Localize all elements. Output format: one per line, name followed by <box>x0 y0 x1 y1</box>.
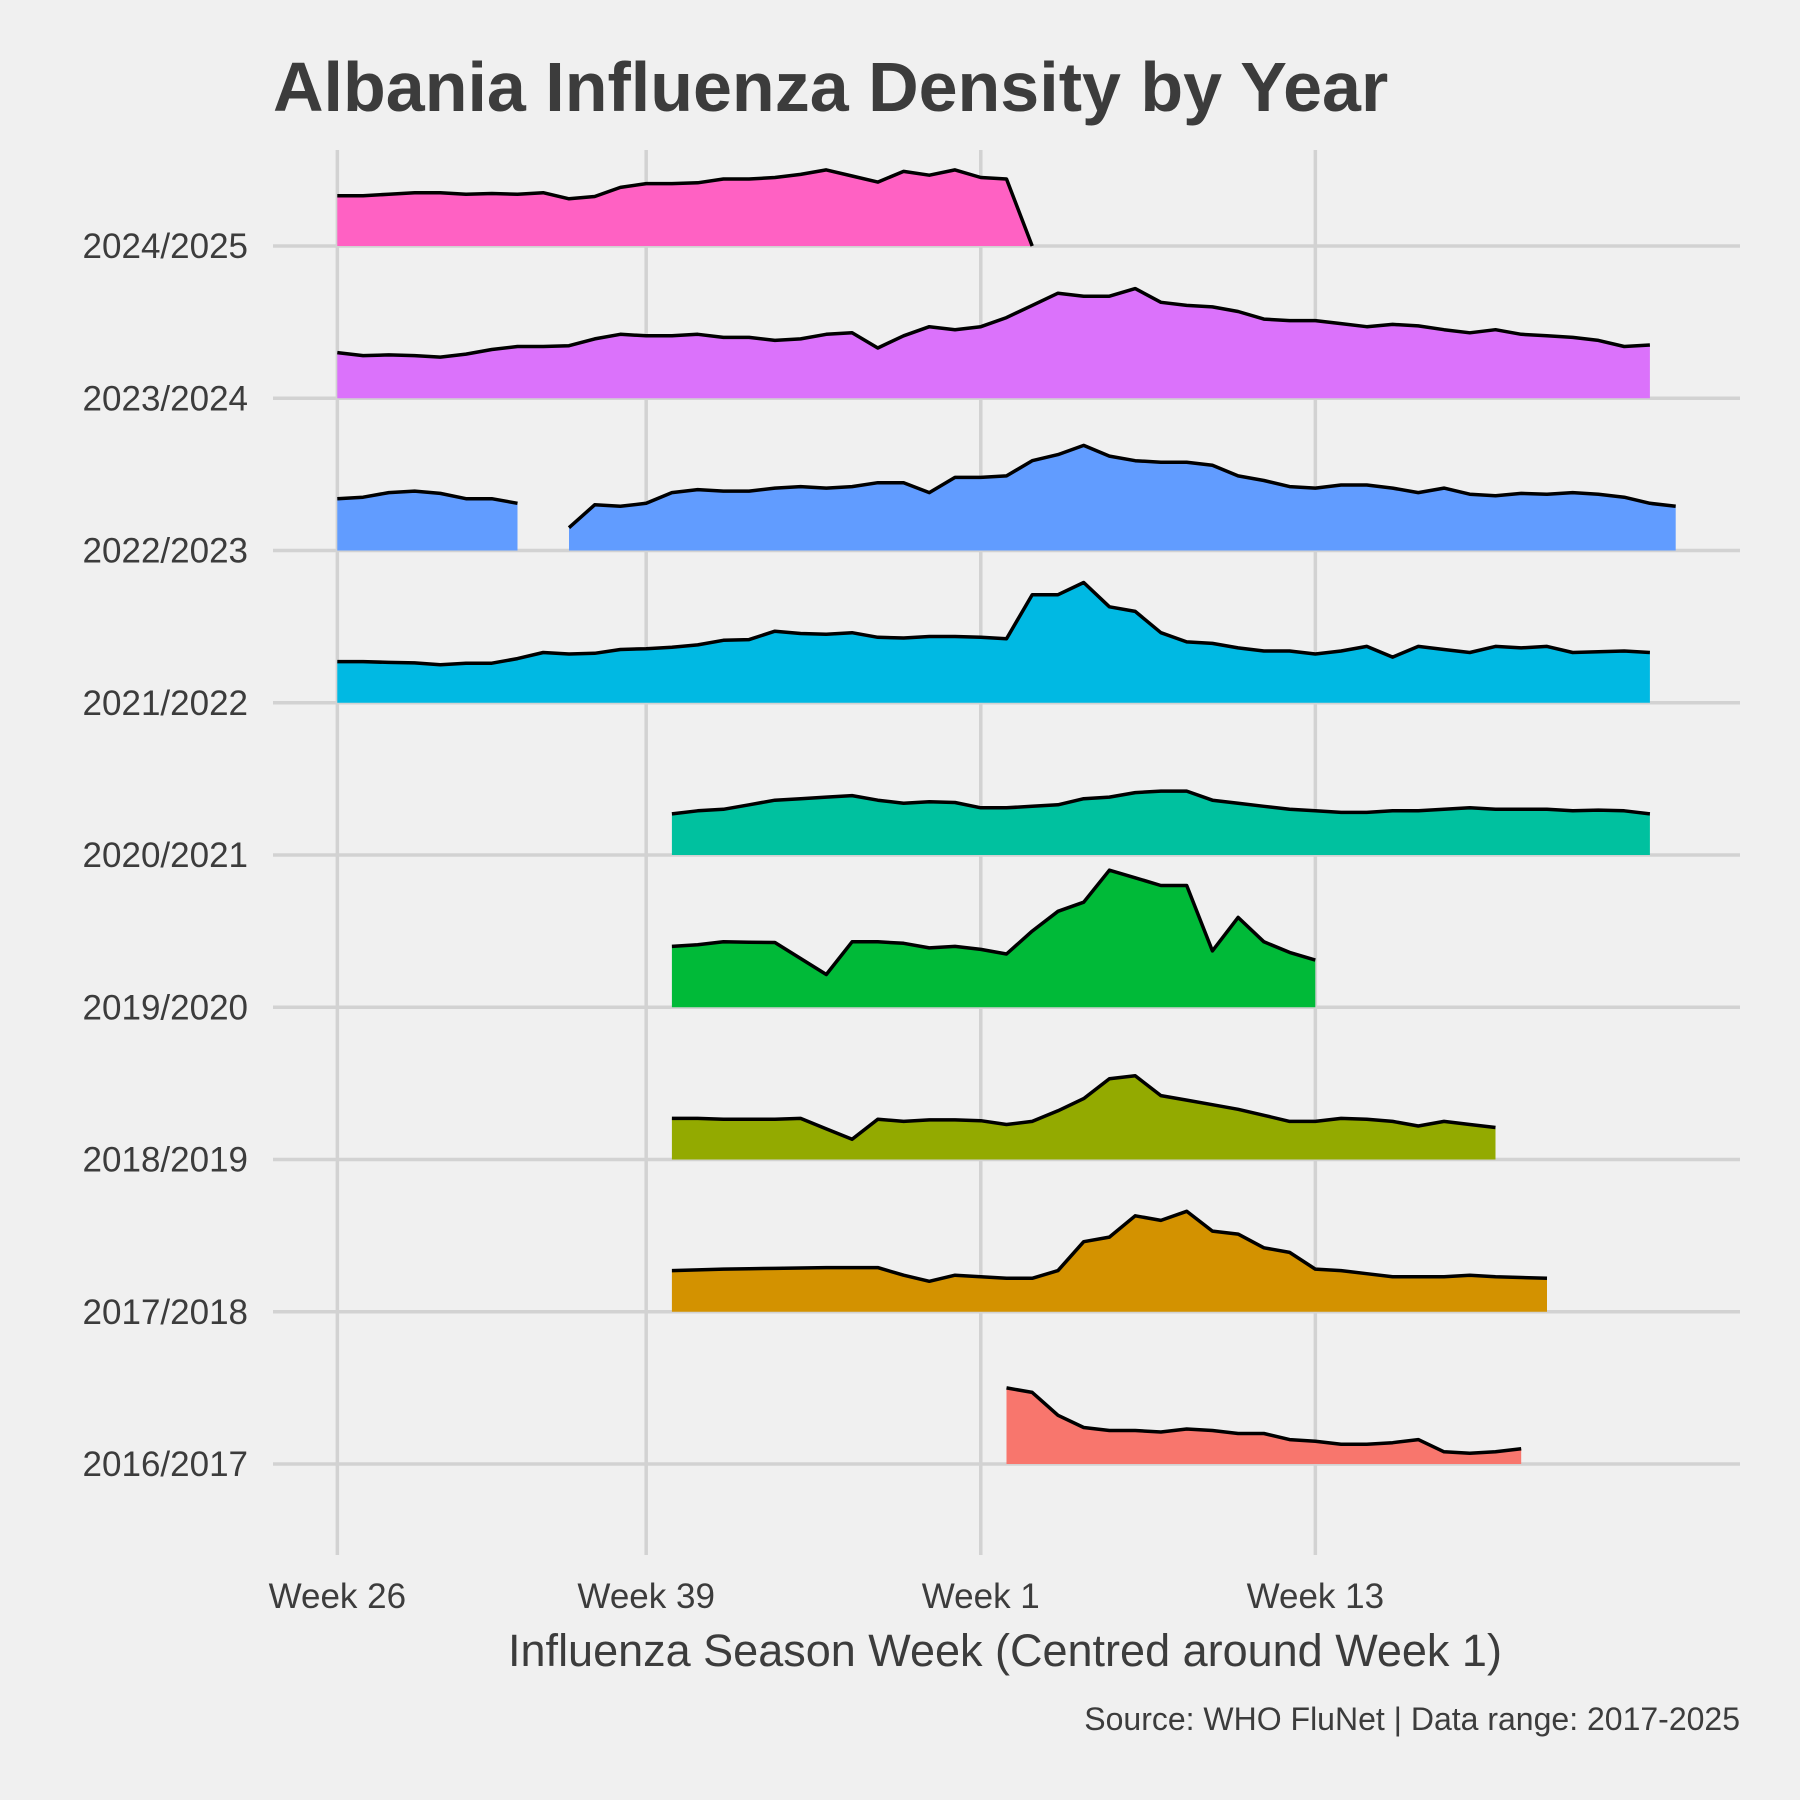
ridge-2024-2025 <box>337 168 1034 247</box>
ridge-area <box>671 791 1650 855</box>
y-tick-label: 2016/2017 <box>83 1445 248 1484</box>
y-tick-label: 2020/2021 <box>83 836 248 875</box>
ridge-area <box>1006 1387 1522 1464</box>
ridge-area <box>671 1211 1547 1312</box>
x-axis-label: Influenza Season Week (Centred around We… <box>508 1625 1502 1676</box>
source-caption: Source: WHO FluNet | Data range: 2017-20… <box>1084 1701 1740 1737</box>
ridge-outline <box>337 580 1651 667</box>
x-tick-labels: Week 26 Week 39 Week 1 Week 13 <box>269 1577 1385 1616</box>
ridge-2016-2017 <box>1006 1386 1522 1464</box>
x-tick-label: Week 13 <box>1247 1577 1385 1616</box>
y-tick-label: 2019/2020 <box>83 988 248 1027</box>
ridge-2019-2020 <box>671 868 1316 1008</box>
ridge-area <box>671 870 1316 1008</box>
ridge-area <box>337 491 518 551</box>
ridge-outline <box>671 1074 1496 1142</box>
ridge-outline <box>671 789 1651 816</box>
ridge-area <box>337 288 1650 399</box>
y-tick-label: 2024/2025 <box>83 227 248 266</box>
y-tick-label: 2023/2024 <box>83 379 248 418</box>
ridge-2021-2022 <box>337 580 1651 703</box>
ridge-2020-2021 <box>671 789 1651 855</box>
ridge-outline <box>1006 1386 1522 1456</box>
ridge-outline <box>671 1209 1548 1284</box>
y-tick-labels: 2016/2017 2017/2018 2018/2019 2019/2020 2020… <box>83 227 248 1484</box>
ridge-area <box>337 582 1650 703</box>
ridge-outline <box>671 868 1316 977</box>
ridge-2018-2019 <box>671 1074 1496 1160</box>
ridge-outline <box>567 443 1676 530</box>
x-tick-label: Week 39 <box>577 1577 715 1616</box>
x-tick-label: Week 1 <box>922 1577 1040 1616</box>
ridge-2023-2024 <box>337 286 1651 399</box>
y-tick-label: 2018/2019 <box>83 1141 248 1180</box>
ridge-area <box>569 445 1676 551</box>
ridge-2022-2023 <box>337 443 1676 551</box>
y-tick-label: 2017/2018 <box>83 1293 248 1332</box>
ridge-outline <box>337 489 518 506</box>
ridge-outline <box>337 286 1651 359</box>
x-tick-label: Week 26 <box>269 1577 407 1616</box>
ridge-2017-2018 <box>671 1209 1548 1312</box>
chart-title: Albania Influenza Density by Year <box>273 48 1388 126</box>
ridge-area <box>337 169 1033 246</box>
y-tick-label: 2021/2022 <box>83 684 248 723</box>
y-tick-label: 2022/2023 <box>83 532 248 571</box>
ridge-outline <box>337 168 1034 247</box>
ridge-area <box>671 1075 1496 1160</box>
ridges <box>337 168 1676 1464</box>
